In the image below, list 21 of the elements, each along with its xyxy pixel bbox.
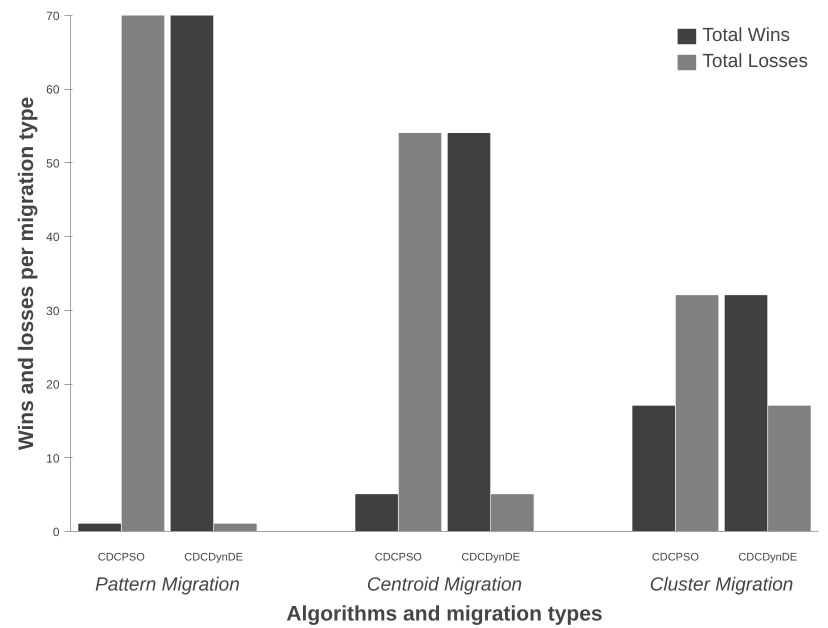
x-tick-label: CDCPSO	[374, 552, 422, 564]
y-tick-label: 20	[46, 378, 60, 392]
y-tick-label: 40	[46, 230, 60, 244]
x-tick-label: CDCPSO	[98, 552, 146, 564]
text: Centroid Migration	[366, 574, 522, 596]
x-axis-title: Algorithms and migration types	[286, 602, 603, 626]
y-tick-label: 30	[46, 304, 60, 318]
x-tick-label: CDCDynDE	[461, 552, 520, 564]
legend-label: Total Losses	[702, 51, 808, 73]
x-tick-label: CDCDynDE	[184, 552, 243, 564]
x-tick-label: CDCPSO	[652, 552, 700, 564]
x-tick-label: CDCDynDE	[738, 552, 798, 564]
y-tick-label: 60	[46, 82, 60, 97]
legend-label: Total Wins	[702, 25, 790, 47]
text: Cluster Migration	[650, 574, 794, 596]
y-tick-label: 0	[52, 525, 60, 539]
text: Pattern Migration	[95, 574, 240, 596]
y-tick-label: 10	[46, 451, 60, 466]
y-tick-label: 70	[46, 9, 60, 23]
y-tick-label: 50	[46, 156, 60, 170]
y-axis-title: Wins and losses per migration type	[15, 96, 38, 450]
